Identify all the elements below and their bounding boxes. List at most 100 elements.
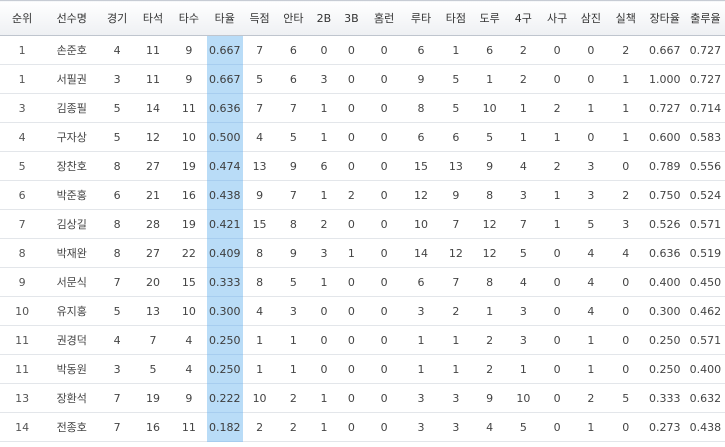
stat-cell: 0: [607, 151, 644, 181]
column-header[interactable]: 장타율: [643, 0, 686, 36]
stat-cell: 0.421: [206, 209, 243, 239]
stat-cell: 27: [135, 238, 171, 268]
column-header[interactable]: 순위: [0, 0, 45, 36]
table-row: 10 유지홍 5 13 10 0.300 4 3 0 0 0 3 2 1 3 0 4 0 0.300 0.462: [0, 296, 725, 326]
stat-cell: 0: [365, 64, 404, 94]
stat-cell: 0: [337, 64, 366, 94]
stat-cell: 10: [0, 296, 45, 326]
stat-cell: 6: [472, 35, 507, 65]
column-header[interactable]: 실책: [607, 0, 644, 36]
player-name-cell: 장환석: [44, 383, 100, 413]
stat-cell: 15: [403, 151, 439, 181]
column-header[interactable]: 홈런: [365, 0, 404, 36]
stat-cell: 1: [472, 296, 507, 326]
stat-cell: 7: [506, 209, 541, 239]
stat-cell: 1: [472, 64, 507, 94]
stat-cell: 5: [276, 267, 311, 297]
stat-cell: 0.400: [643, 267, 686, 297]
stat-cell: 6: [0, 180, 45, 210]
stat-cell: 3: [506, 325, 541, 355]
column-header[interactable]: 타점: [438, 0, 473, 36]
stat-cell: 0.273: [643, 412, 686, 442]
stat-cell: 0: [310, 35, 338, 65]
column-header[interactable]: 2B: [310, 0, 338, 36]
stat-cell: 1: [574, 354, 608, 384]
table-row: 3 김종필 5 14 11 0.636 7 7 1 0 0 8 5 10 1 2 1 1 0.727 0.714: [0, 93, 725, 123]
stat-cell: 6: [403, 267, 439, 297]
stat-cell: 0.636: [206, 93, 243, 123]
stat-cell: 0.462: [685, 296, 725, 326]
stat-cell: 9: [170, 35, 207, 65]
column-header[interactable]: 3B: [337, 0, 366, 36]
stat-cell: 11: [135, 35, 171, 65]
stat-cell: 3: [403, 412, 439, 442]
column-header[interactable]: 안타: [276, 0, 311, 36]
stat-cell: 0: [365, 93, 404, 123]
stat-cell: 7: [276, 180, 311, 210]
column-header[interactable]: 4구: [506, 0, 541, 36]
column-header[interactable]: 삼진: [574, 0, 608, 36]
stat-cell: 1: [310, 383, 338, 413]
player-name-cell: 김상길: [44, 209, 100, 239]
column-header[interactable]: 선수명: [44, 0, 100, 36]
stat-cell: 1: [337, 238, 366, 268]
stat-cell: 10: [242, 383, 277, 413]
stat-cell: 0.667: [206, 35, 243, 65]
table-row: 14 전종호 7 16 11 0.182 2 2 1 0 0 3 3 4 5 0 1 0 0.273 0.438: [0, 412, 725, 442]
stat-cell: 0: [310, 354, 338, 384]
stat-cell: 2: [607, 35, 644, 65]
player-name-cell: 손준호: [44, 35, 100, 65]
stat-cell: 0: [337, 35, 366, 65]
stat-cell: 15: [242, 209, 277, 239]
stat-cell: 5: [0, 151, 45, 181]
stat-cell: 4: [170, 354, 207, 384]
stat-cell: 5: [99, 93, 136, 123]
stat-cell: 0: [337, 122, 366, 152]
stat-cell: 3: [607, 209, 644, 239]
stat-cell: 5: [135, 354, 171, 384]
stat-cell: 0.583: [685, 122, 725, 152]
stat-cell: 9: [472, 151, 507, 181]
stat-cell: 1: [242, 354, 277, 384]
stat-cell: 2: [607, 180, 644, 210]
stat-cell: 0.524: [685, 180, 725, 210]
stat-cell: 0.727: [685, 64, 725, 94]
stat-cell: 13: [0, 383, 45, 413]
stat-cell: 8: [0, 238, 45, 268]
column-header[interactable]: 타수: [170, 0, 207, 36]
stat-cell: 0: [365, 296, 404, 326]
stat-cell: 1: [607, 122, 644, 152]
column-header[interactable]: 루타: [403, 0, 439, 36]
stat-cell: 28: [135, 209, 171, 239]
stat-cell: 14: [0, 412, 45, 442]
column-header[interactable]: 도루: [472, 0, 507, 36]
stat-cell: 0: [540, 64, 575, 94]
stat-cell: 3: [310, 238, 338, 268]
column-header[interactable]: 사구: [540, 0, 575, 36]
player-name-cell: 김종필: [44, 93, 100, 123]
player-name-cell: 장찬호: [44, 151, 100, 181]
column-header[interactable]: 득점: [242, 0, 277, 36]
stat-cell: 0.182: [206, 412, 243, 442]
stat-cell: 8: [403, 93, 439, 123]
stat-cell: 0.474: [206, 151, 243, 181]
stat-cell: 1: [403, 325, 439, 355]
stat-cell: 1: [574, 93, 608, 123]
stat-cell: 6: [99, 180, 136, 210]
stat-cell: 7: [242, 35, 277, 65]
stat-cell: 27: [135, 151, 171, 181]
stat-cell: 6: [438, 122, 473, 152]
stat-cell: 7: [99, 383, 136, 413]
stat-cell: 9: [472, 383, 507, 413]
stat-cell: 0: [540, 383, 575, 413]
column-header[interactable]: 타율: [206, 0, 243, 36]
stat-cell: 4: [472, 412, 507, 442]
column-header[interactable]: 경기: [99, 0, 136, 36]
stat-cell: 5: [438, 64, 473, 94]
column-header[interactable]: 타석: [135, 0, 171, 36]
stat-cell: 0.500: [206, 122, 243, 152]
column-header[interactable]: 출루율: [685, 0, 725, 36]
stat-cell: 0.250: [206, 325, 243, 355]
stat-cell: 1: [310, 180, 338, 210]
stat-cell: 6: [276, 35, 311, 65]
